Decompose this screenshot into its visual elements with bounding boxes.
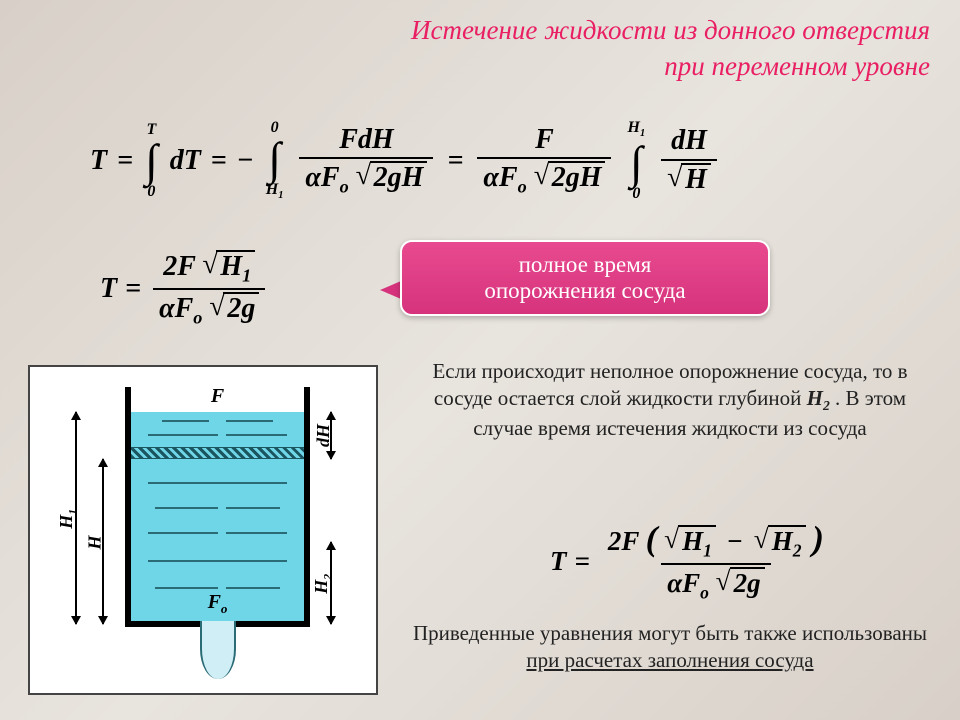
int1-lower: 0 (147, 184, 155, 200)
integral-3: H1 ∫ 0 (627, 120, 645, 202)
int3-lower: 0 (632, 186, 640, 202)
frac-4: 2F H1 αFo 2g (153, 250, 265, 327)
frac3-num: dH (665, 126, 713, 159)
callout-line2: опорожнения сосуда (418, 278, 752, 304)
formula-1: T = T ∫ 0 dT = − 0 ∫ H1 FdH αFo 2gH = F … (90, 120, 721, 202)
frac2-num: F (529, 125, 560, 158)
sym-T: T (90, 145, 107, 177)
callout-box: полное время опорожнения сосуда (400, 240, 770, 316)
frac4-num: 2F H1 (157, 250, 261, 288)
liquid-waves (131, 412, 304, 621)
dim-H-label: H (85, 535, 106, 549)
integral-1: T ∫ 0 (145, 122, 158, 200)
frac-5: 2F ( H1 − H2 ) αFo 2g (602, 520, 830, 602)
formula-3: T = 2F ( H1 − H2 ) αFo 2g (550, 520, 834, 602)
para2-a: Приведенные уравнения могут быть также и… (413, 621, 927, 645)
int2-lower: H1 (266, 182, 284, 202)
frac5-den: αFo 2g (661, 563, 770, 603)
title-line-1: Истечение жидкости из донного отверстия (411, 12, 930, 48)
frac5-num: 2F ( H1 − H2 ) (602, 520, 830, 563)
frac4-den: αFo 2g (153, 288, 265, 328)
sym-eq-4: = (125, 273, 141, 305)
frac-2: F αFo 2gH (477, 125, 611, 197)
title-line-2: при переменном уровне (411, 48, 930, 84)
frac3-den: H (661, 159, 717, 196)
para2-underline: при расчетах заполнения сосуда (526, 648, 813, 672)
sym-eq: = (117, 145, 133, 177)
vessel-diagram: F Fo H1 H dH H2 (28, 365, 378, 695)
sym-eq-5: = (575, 546, 590, 577)
callout-line1: полное время (418, 252, 752, 278)
sym-T-3: T (550, 546, 567, 577)
sym-minus: − (237, 145, 254, 177)
dim-H1-label: H1 (56, 509, 80, 529)
label-F: F (131, 385, 304, 408)
int-symbol-2: ∫ (268, 136, 281, 182)
vessel-outlet (200, 621, 236, 679)
sym-eq2: = (211, 145, 227, 177)
integral-2: 0 ∫ H1 (266, 120, 284, 202)
paragraph-2: Приведенные уравнения могут быть также и… (405, 620, 935, 675)
int-symbol: ∫ (145, 138, 158, 184)
int1-body: dT (170, 145, 201, 177)
frac2-den: αFo 2gH (477, 157, 611, 197)
frac1-num: FdH (333, 125, 399, 158)
formula-2: T = 2F H1 αFo 2g (100, 250, 269, 327)
sym-eq3: = (447, 145, 463, 177)
int-symbol-3: ∫ (630, 140, 643, 186)
frac-3: dH H (661, 126, 717, 196)
hatched-layer (131, 447, 304, 459)
sym-T-2: T (100, 273, 117, 305)
dim-H2-label: H2 (311, 574, 335, 594)
label-Fo: Fo (131, 591, 304, 617)
vessel-outline: F Fo (125, 387, 310, 627)
frac1-den: αFo 2gH (299, 157, 433, 197)
paragraph-1: Если происходит неполное опорожнение сос… (405, 358, 935, 443)
slide-title: Истечение жидкости из донного отверстия … (411, 12, 930, 85)
frac-1: FdH αFo 2gH (299, 125, 433, 197)
dim-dH-label: dH (313, 424, 334, 447)
